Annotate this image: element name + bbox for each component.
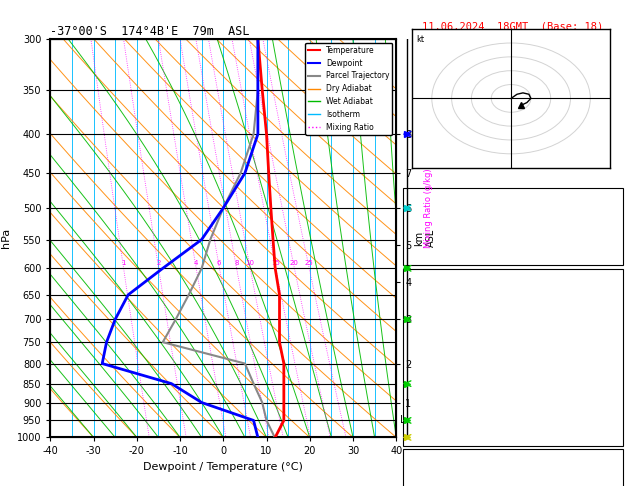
- Text: -37°00'S  174°4B'E  79m  ASL: -37°00'S 174°4B'E 79m ASL: [50, 25, 250, 38]
- Text: 8: 8: [610, 373, 616, 383]
- Text: Surface: Surface: [492, 273, 533, 283]
- Bar: [403, 188, 623, 265]
- Text: 1.05: 1.05: [593, 242, 616, 252]
- Text: 15: 15: [271, 260, 280, 266]
- Text: 950: 950: [598, 479, 616, 486]
- Bar: [403, 268, 623, 446]
- Text: 20: 20: [289, 260, 299, 266]
- Text: 6: 6: [217, 260, 221, 266]
- Text: 10: 10: [245, 260, 254, 266]
- Text: 11.06.2024  18GMT  (Base: 18): 11.06.2024 18GMT (Base: 18): [422, 21, 603, 32]
- Text: Totals Totals: Totals Totals: [409, 217, 486, 227]
- Text: 7.9: 7.9: [598, 323, 616, 333]
- Text: CAPE (J): CAPE (J): [409, 398, 456, 408]
- Text: Pressure (mb): Pressure (mb): [409, 479, 486, 486]
- Text: Most Unstable: Most Unstable: [474, 454, 551, 464]
- Text: 8: 8: [234, 260, 238, 266]
- Text: 11.9: 11.9: [593, 298, 616, 308]
- Text: kt: kt: [416, 35, 424, 44]
- Y-axis label: km
ASL: km ASL: [415, 229, 436, 247]
- Text: 4: 4: [194, 260, 198, 266]
- Text: CIN (J): CIN (J): [409, 423, 450, 433]
- Text: PW (cm): PW (cm): [409, 242, 450, 252]
- Text: 2: 2: [156, 260, 160, 266]
- Text: © weatheronline.co.uk: © weatheronline.co.uk: [460, 463, 565, 471]
- Text: θₑ(K): θₑ(K): [409, 348, 438, 358]
- Text: 303: 303: [598, 348, 616, 358]
- Text: 25: 25: [304, 260, 313, 266]
- Bar: [403, 449, 623, 486]
- Text: Dewp (°C): Dewp (°C): [409, 323, 462, 333]
- Text: Temp (°C): Temp (°C): [409, 298, 462, 308]
- Legend: Temperature, Dewpoint, Parcel Trajectory, Dry Adiabat, Wet Adiabat, Isotherm, Mi: Temperature, Dewpoint, Parcel Trajectory…: [305, 43, 392, 135]
- Text: LCL: LCL: [400, 416, 418, 425]
- Text: K: K: [409, 192, 415, 202]
- Text: Mixing Ratio (g/kg): Mixing Ratio (g/kg): [424, 168, 433, 248]
- X-axis label: Dewpoint / Temperature (°C): Dewpoint / Temperature (°C): [143, 462, 303, 472]
- Text: 0: 0: [610, 423, 616, 433]
- Y-axis label: hPa: hPa: [1, 228, 11, 248]
- Text: 1: 1: [121, 260, 126, 266]
- Text: 41: 41: [604, 217, 616, 227]
- Text: Lifted Index: Lifted Index: [409, 373, 480, 383]
- Text: 0: 0: [610, 398, 616, 408]
- Text: -20: -20: [598, 192, 616, 202]
